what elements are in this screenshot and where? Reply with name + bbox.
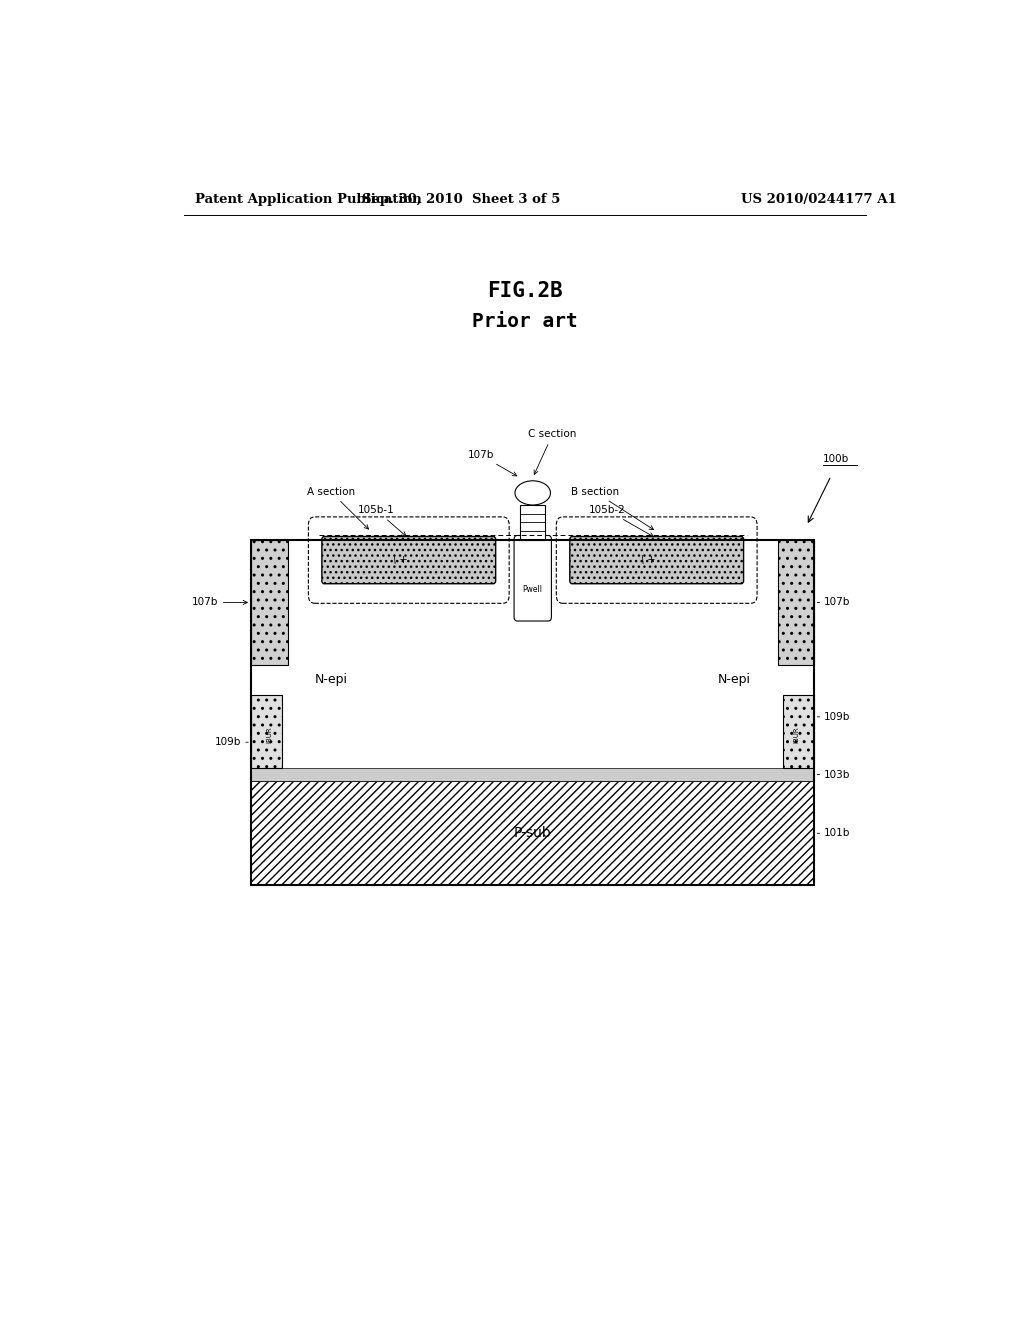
Text: 101b: 101b	[824, 828, 850, 838]
Text: 107b: 107b	[191, 598, 248, 607]
Text: N-epi: N-epi	[718, 673, 751, 686]
Text: \ +: \ +	[393, 556, 408, 565]
Bar	[251, 540, 814, 886]
Text: 107b: 107b	[824, 598, 850, 607]
Text: Pwell: Pwell	[522, 585, 543, 594]
Bar	[251, 781, 814, 886]
Text: N-epi: N-epi	[314, 673, 348, 686]
Bar	[251, 540, 288, 665]
Text: 105b-1: 105b-1	[358, 506, 406, 536]
Text: FIG.2B: FIG.2B	[487, 281, 562, 301]
FancyBboxPatch shape	[514, 536, 551, 620]
Text: Prior art: Prior art	[472, 312, 578, 330]
Ellipse shape	[515, 480, 551, 506]
Text: 107b: 107b	[467, 450, 517, 477]
Text: B section: B section	[570, 487, 653, 529]
Text: 109b: 109b	[215, 738, 242, 747]
Bar	[251, 768, 814, 781]
Text: Sep. 30, 2010  Sheet 3 of 5: Sep. 30, 2010 Sheet 3 of 5	[362, 193, 560, 206]
Bar	[251, 696, 283, 768]
Text: 100b: 100b	[823, 454, 850, 463]
Text: C section: C section	[528, 429, 577, 474]
Text: IBUR: IBUR	[266, 727, 272, 743]
FancyBboxPatch shape	[569, 536, 743, 583]
Text: 109b: 109b	[824, 711, 850, 722]
Text: P-sub: P-sub	[514, 826, 552, 841]
Bar	[778, 540, 814, 665]
FancyBboxPatch shape	[322, 536, 496, 583]
Bar	[251, 540, 814, 781]
Text: IBUR: IBUR	[794, 727, 799, 743]
Bar	[783, 696, 814, 768]
Text: \ +: \ +	[641, 556, 655, 565]
Bar	[520, 506, 546, 540]
Text: Patent Application Publication: Patent Application Publication	[196, 193, 422, 206]
Text: 105b-2: 105b-2	[589, 506, 653, 537]
Text: A section: A section	[307, 487, 369, 529]
Text: US 2010/0244177 A1: US 2010/0244177 A1	[740, 193, 896, 206]
Text: 103b: 103b	[824, 770, 850, 780]
